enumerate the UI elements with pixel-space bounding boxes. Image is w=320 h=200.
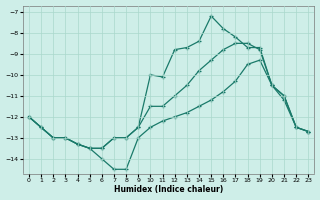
X-axis label: Humidex (Indice chaleur): Humidex (Indice chaleur) <box>114 185 223 194</box>
